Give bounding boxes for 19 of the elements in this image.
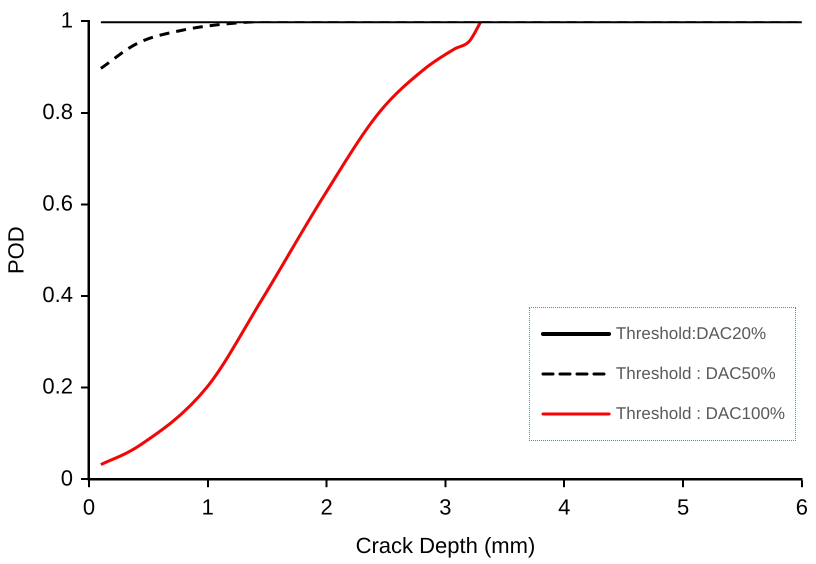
y-tick-label: 0.2	[42, 374, 73, 399]
line-series	[99, 21, 483, 466]
x-tick-label: 5	[676, 494, 690, 520]
x-tick-label: 4	[558, 494, 570, 520]
legend-label: Threshold : DAC100%	[616, 404, 786, 424]
x-tick-label: 1	[202, 494, 214, 520]
x-axis-title: Crack Depth (mm)	[356, 532, 536, 558]
x-tick-label: 0	[82, 494, 96, 520]
y-tick-label: 0.6	[42, 190, 73, 216]
legend-label: Threshold:DAC20%	[616, 324, 766, 344]
x-tick-label: 3	[439, 494, 452, 520]
x-tick-label: 2	[320, 494, 333, 520]
y-tick-label: 0.8	[42, 98, 73, 124]
y-axis-title: POD	[3, 226, 28, 274]
y-tick-label: 0	[60, 465, 73, 490]
x-tick-label: 6	[796, 494, 808, 520]
y-tick-label: 0.4	[42, 282, 73, 308]
y-tick-label: 1	[60, 7, 73, 32]
legend-label: Threshold : DAC50%	[616, 364, 776, 384]
